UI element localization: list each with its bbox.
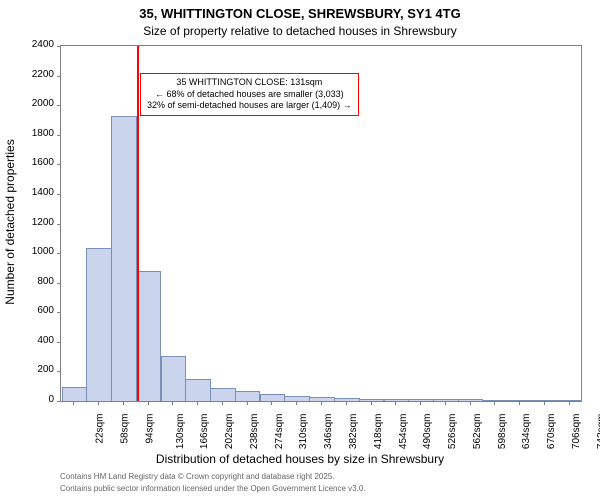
footer-line-1: Contains HM Land Registry data © Crown c… [60,472,335,481]
x-tick-label: 454sqm [398,414,409,450]
x-tick-label: 418sqm [373,414,384,450]
annotation-box: 35 WHITTINGTON CLOSE: 131sqm← 68% of det… [140,73,359,116]
x-tick-label: 634sqm [521,414,532,450]
annotation-line: 35 WHITTINGTON CLOSE: 131sqm [147,77,352,89]
y-tick-label: 1600 [18,157,54,168]
annotation-line: ← 68% of detached houses are smaller (3,… [147,89,352,101]
y-tick-label: 1000 [18,246,54,257]
x-tick-label: 310sqm [299,414,310,450]
histogram-bar [161,356,187,401]
x-tick-label: 382sqm [348,414,359,450]
histogram-bar [235,391,261,401]
y-tick-label: 1400 [18,187,54,198]
footer-line-2: Contains public sector information licen… [60,484,366,493]
x-tick-label: 490sqm [422,414,433,450]
y-tick-label: 200 [18,364,54,375]
highlight-line [137,46,139,401]
histogram-bar [260,394,286,401]
y-axis-label: Number of detached properties [3,122,17,322]
y-tick-label: 0 [18,394,54,405]
histogram-bar [433,399,459,401]
annotation-line: 32% of semi-detached houses are larger (… [147,100,352,112]
y-tick-label: 1200 [18,217,54,228]
y-tick-label: 800 [18,276,54,287]
histogram-bar [111,116,137,401]
x-tick-label: 274sqm [274,414,285,450]
x-tick-label: 238sqm [249,414,260,450]
chart-title: 35, WHITTINGTON CLOSE, SHREWSBURY, SY1 4… [0,6,600,21]
x-tick-label: 526sqm [447,414,458,450]
x-tick-label: 130sqm [175,414,186,450]
x-tick-label: 22sqm [95,414,106,444]
histogram-bar [532,400,558,401]
y-tick-label: 2000 [18,98,54,109]
histogram-bar [210,388,236,401]
x-tick-label: 346sqm [323,414,334,450]
y-tick-label: 2200 [18,69,54,80]
histogram-bar [86,248,112,401]
y-tick-label: 600 [18,305,54,316]
x-tick-label: 202sqm [224,414,235,450]
x-tick-label: 58sqm [120,414,131,444]
histogram-bar [185,379,211,401]
x-tick-label: 742sqm [596,414,600,450]
y-tick-label: 1800 [18,128,54,139]
y-tick-label: 400 [18,335,54,346]
histogram-bar [62,387,88,401]
x-tick-label: 706sqm [571,414,582,450]
histogram-bar [334,398,360,401]
x-tick-label: 562sqm [472,414,483,450]
x-tick-label: 166sqm [200,414,211,450]
x-tick-label: 598sqm [497,414,508,450]
x-tick-label: 670sqm [546,414,557,450]
chart-container: 35, WHITTINGTON CLOSE, SHREWSBURY, SY1 4… [0,0,600,500]
histogram-bar [136,271,162,401]
x-axis-label: Distribution of detached houses by size … [0,452,600,466]
chart-subtitle: Size of property relative to detached ho… [0,24,600,38]
y-tick-label: 2400 [18,39,54,50]
x-tick-label: 94sqm [144,414,155,444]
